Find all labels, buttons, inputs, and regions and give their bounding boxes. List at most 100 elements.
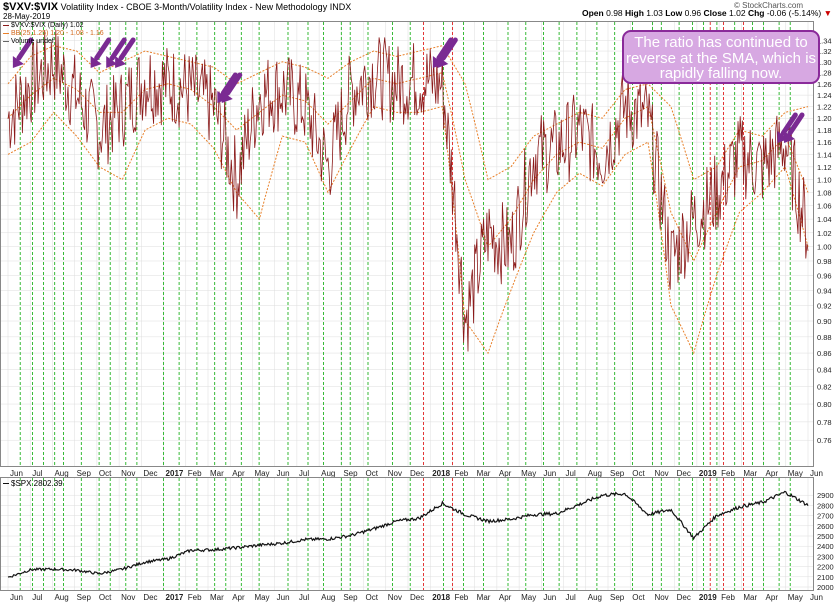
chart-title: $VXV:$VIX Volatility Index - CBOE 3-Mont… <box>3 1 351 13</box>
legend-swatch-bb <box>3 32 9 34</box>
y-tick-label: 0.96 <box>817 272 832 281</box>
x-tick-label: Aug <box>321 469 335 478</box>
x-tick-label: Apr <box>499 593 512 602</box>
x-tick-label: Feb <box>721 469 735 478</box>
y-tick-label: 1.14 <box>817 150 832 159</box>
annotation-callout: The ratio has continued to reverse at th… <box>622 30 820 84</box>
x-tick-label: 2017 <box>166 593 184 602</box>
x-tick-label: Oct <box>366 469 379 478</box>
y-tick-label: 1.18 <box>817 126 832 135</box>
copyright: © StockCharts.com <box>734 1 804 10</box>
legend-spx: $SPX 2802.39 <box>3 479 63 488</box>
x-tick-label: Jun <box>543 469 556 478</box>
x-tick-label: Nov <box>388 593 402 602</box>
x-tick-label: Feb <box>721 593 735 602</box>
y-tick-label: 0.98 <box>817 257 832 266</box>
x-tick-label: Nov <box>654 469 668 478</box>
close-label: Close <box>703 8 727 18</box>
ohlc-readout: Open 0.98 High 1.03 Low 0.96 Close 1.02 … <box>582 8 832 18</box>
legend-ratio: $VXV:$VIX (Daily) 1.02 <box>3 22 84 29</box>
x-tick-label: Feb <box>188 593 202 602</box>
x-tick-label: Jun <box>277 593 290 602</box>
arrow-icon <box>784 112 805 143</box>
x-tick-label: Nov <box>121 593 135 602</box>
axis-layer: 1.34 1.32 1.30 1.28 1.26 1.24 1.22 1.20 1.18 1.16… <box>10 36 834 602</box>
x-tick-label: Apr <box>232 593 245 602</box>
y-tick-label: 0.76 <box>817 436 832 445</box>
legend-volume: Volume undef <box>3 38 54 45</box>
x-tick-label: 2017 <box>166 469 184 478</box>
x-tick-label: Dec <box>410 593 424 602</box>
x-tick-label: Apr <box>766 593 779 602</box>
legend-swatch-volume <box>3 40 9 42</box>
low-value: 0.96 <box>684 8 702 18</box>
x-tick-label: Jun <box>10 469 23 478</box>
x-tick-label: May <box>254 593 269 602</box>
legend-swatch-spx <box>3 483 9 485</box>
x-tick-label: Jul <box>566 593 576 602</box>
x-tick-label: Aug <box>588 469 602 478</box>
arrow-icon <box>221 72 243 103</box>
y-tick-label: 1.08 <box>817 188 832 197</box>
y-tick-label: 2900 <box>817 491 834 500</box>
symbol-label: $VXV:$VIX <box>3 1 59 13</box>
y-tick-label: 0.88 <box>817 333 832 342</box>
x-tick-label: Nov <box>388 469 402 478</box>
y-tick-label: 2000 <box>817 583 834 592</box>
x-tick-label: Aug <box>54 469 68 478</box>
x-tick-label: Feb <box>454 469 468 478</box>
x-tick-label: Jul <box>299 593 309 602</box>
y-tick-label: 0.78 <box>817 418 832 427</box>
y-tick-label: 1.30 <box>817 58 832 67</box>
legend-swatch-ratio <box>3 24 9 26</box>
vertical-markers <box>19 22 791 590</box>
x-tick-label: Aug <box>588 593 602 602</box>
x-tick-label: Aug <box>54 593 68 602</box>
arrow-icon <box>115 37 136 68</box>
y-tick-label: 0.82 <box>817 383 832 392</box>
x-tick-label: Mar <box>477 469 491 478</box>
x-tick-label: Sep <box>77 469 92 478</box>
x-tick-label: Jul <box>299 469 309 478</box>
x-tick-label: Jul <box>32 469 42 478</box>
x-tick-label: Jun <box>277 469 290 478</box>
exchange-label: INDX <box>329 2 352 12</box>
x-tick-label: Dec <box>143 469 157 478</box>
symbol-description: Volatility Index - CBOE 3-Month/Volatili… <box>60 2 328 12</box>
x-tick-label: Sep <box>77 593 92 602</box>
y-tick-label: 0.80 <box>817 400 832 409</box>
x-tick-label: Aug <box>321 593 335 602</box>
high-value: 1.03 <box>646 8 663 18</box>
y-tick-label: 1.00 <box>817 243 832 252</box>
y-tick-label: 2300 <box>817 552 834 561</box>
chart-date: 28-May-2019 <box>3 12 51 21</box>
y-tick-label: 1.16 <box>817 138 832 147</box>
x-tick-label: Oct <box>366 593 379 602</box>
y-tick-label: 0.86 <box>817 349 832 358</box>
x-tick-label: Mar <box>743 593 757 602</box>
legend-bb: BB(25,1.25) 1.20 - 1.08 - 1.16 <box>3 30 104 37</box>
series-layer <box>7 29 809 578</box>
annotation-text: The ratio has continued to reverse at th… <box>625 34 817 82</box>
x-tick-label: Dec <box>677 469 691 478</box>
arrow-icon <box>12 37 34 68</box>
x-tick-label: Apr <box>499 469 512 478</box>
x-tick-label: Sep <box>343 593 358 602</box>
y-tick-label: 1.22 <box>817 103 832 112</box>
y-tick-label: 0.94 <box>817 286 832 295</box>
y-tick-label: 1.12 <box>817 163 832 172</box>
x-tick-label: Nov <box>121 469 135 478</box>
x-tick-label: Mar <box>743 469 757 478</box>
y-tick-label: 2400 <box>817 542 834 551</box>
legend-ratio-text: $VXV:$VIX (Daily) 1.02 <box>11 22 84 29</box>
ratio-series-line <box>7 29 809 352</box>
x-tick-label: Oct <box>99 593 112 602</box>
y-tick-label: 1.32 <box>817 47 832 56</box>
x-tick-label: Jul <box>32 593 42 602</box>
high-label: High <box>625 8 644 18</box>
x-tick-label: Oct <box>632 593 645 602</box>
y-tick-label: 0.84 <box>817 366 832 375</box>
x-tick-label: Dec <box>410 469 424 478</box>
top-panel-frame <box>0 21 814 467</box>
